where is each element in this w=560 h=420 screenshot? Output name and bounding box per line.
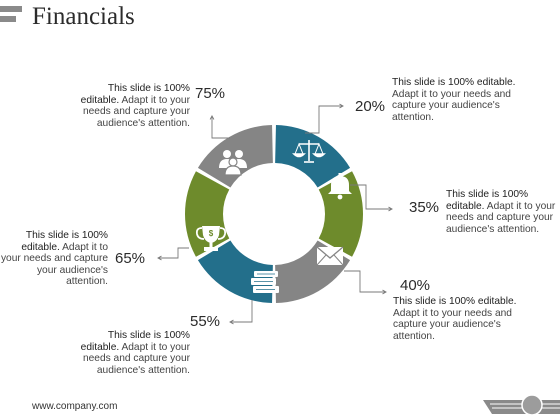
leader-arrowhead <box>382 289 387 295</box>
leader-line <box>350 184 392 210</box>
callout-bold-text: This slide is 100% editable. <box>80 330 190 353</box>
segment-callout-35: This slide is 100% editable. Adapt it to… <box>446 189 558 235</box>
segment-callout-20: This slide is 100% editable. Adapt it to… <box>392 77 517 123</box>
callout-text: Adapt it to your needs and capture your … <box>0 241 108 288</box>
segment-percent-75: 75% <box>195 85 226 102</box>
title-accent-bar <box>0 6 22 12</box>
footer-url: www.company.com <box>32 401 118 412</box>
donut-segment-75 <box>197 125 273 188</box>
page-title: Financials <box>32 3 135 30</box>
leader-line <box>158 247 189 259</box>
segment-percent-20: 20% <box>355 98 386 115</box>
leader-line <box>230 300 253 323</box>
leader-line <box>211 116 230 139</box>
callout-text: Adapt it to your needs and capture your … <box>446 200 556 235</box>
donut-segment-65 <box>184 171 230 257</box>
decorative-slider <box>483 394 560 416</box>
callout-bold-text: This slide is 100% editable. <box>21 230 108 253</box>
segment-callout-40: This slide is 100% editable. Adapt it to… <box>393 296 518 342</box>
envelope-icon <box>316 246 344 266</box>
segment-callout-75: This slide is 100% editable. Adapt it to… <box>70 83 190 129</box>
people-icon <box>219 150 247 176</box>
books-icon <box>251 271 279 293</box>
leader-arrowhead <box>157 255 162 261</box>
leader-arrowhead <box>209 115 215 120</box>
leader-lines <box>157 103 393 325</box>
svg-text:$: $ <box>209 229 214 238</box>
callout-text: Adapt it to your needs and capture your … <box>82 94 190 129</box>
segment-percent-55: 55% <box>190 313 221 330</box>
segment-callout-55: This slide is 100% editable. Adapt it to… <box>70 330 190 376</box>
leader-line <box>344 270 386 293</box>
segment-percent-40: 40% <box>400 277 431 294</box>
segment-percent-65: 65% <box>115 250 146 267</box>
callout-bold-text: This slide is 100% editable. <box>392 77 516 88</box>
callout-bold-text: This slide is 100% editable. <box>446 189 529 212</box>
callout-bold-text: This slide is 100% editable. <box>393 296 517 307</box>
segment-callout-65: This slide is 100% editable. Adapt it to… <box>0 230 108 288</box>
leader-line <box>305 105 343 134</box>
callout-text: Adapt it to your needs and capture your … <box>82 341 190 376</box>
title-accent-bar <box>0 16 16 22</box>
scales-icon <box>292 140 326 163</box>
leader-arrowhead <box>229 319 234 325</box>
leader-arrowhead <box>339 103 344 109</box>
callout-bold-text: This slide is 100% editable. <box>80 83 190 106</box>
leader-arrowhead <box>388 206 393 212</box>
donut-segment-20 <box>275 125 351 188</box>
trophy-icon: $ <box>195 226 227 251</box>
callout-text: Adapt it to your needs and capture your … <box>393 307 512 342</box>
bell-icon <box>328 173 352 200</box>
callout-text: Adapt it to your needs and capture your … <box>392 88 511 123</box>
segment-percent-35: 35% <box>409 199 440 216</box>
